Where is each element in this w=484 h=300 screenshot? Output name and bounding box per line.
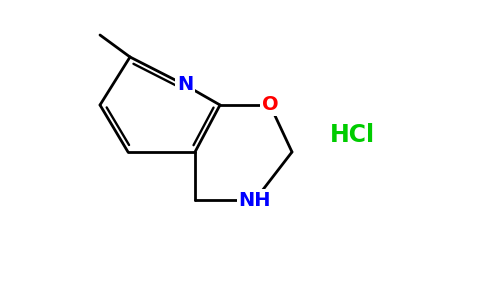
Text: HCl: HCl — [330, 123, 375, 147]
Text: N: N — [177, 76, 193, 94]
Text: NH: NH — [239, 190, 271, 209]
Text: O: O — [262, 95, 278, 115]
